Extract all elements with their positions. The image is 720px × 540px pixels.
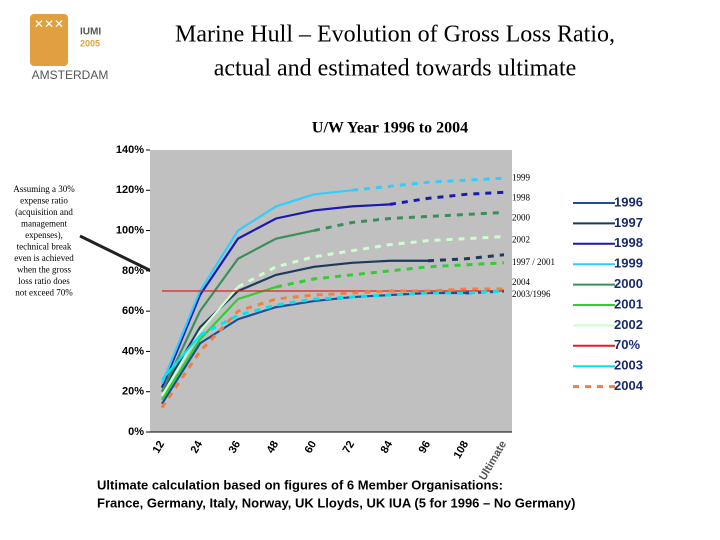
legend-label: 1996 (614, 194, 643, 209)
estimated-line (237, 235, 505, 289)
annotation-line: technical break (17, 242, 72, 252)
title-line: Marine Hull – Evolution of Gross Loss Ra… (175, 22, 615, 48)
legend-label: 2001 (614, 296, 643, 311)
annotation-line: expense ratio (20, 196, 68, 206)
estimated-line (351, 176, 505, 192)
logo-city: AMSTERDAM (32, 68, 109, 82)
annotation-line: not exceed 70% (15, 288, 73, 298)
logo-year: 2005 (80, 38, 100, 48)
footnote-line: France, Germany, Italy, Norway, UK Lloyd… (97, 495, 576, 510)
line-label: 1999 (512, 172, 531, 182)
logo-x: ✕✕✕ (34, 17, 64, 31)
x-tick-label: 36 (227, 439, 244, 456)
logo: ✕✕✕ IUMI 2005 AMSTERDAM (30, 14, 108, 82)
legend-label: 2004 (614, 378, 644, 393)
estimated-line (160, 287, 504, 409)
x-tick-label: 24 (189, 438, 206, 455)
estimated-line (275, 261, 505, 289)
actual-line (161, 286, 239, 397)
x-tick-label: 108 (452, 439, 472, 461)
logo-shield (30, 14, 68, 66)
y-tick-label: 140% (116, 144, 144, 156)
legend-label: 1997 (614, 215, 643, 230)
actual-line (161, 285, 277, 401)
annotation-line: when the gross (17, 265, 71, 275)
legend-label: 1999 (614, 256, 643, 271)
x-tick-label: 96 (417, 439, 434, 456)
actual-line (161, 229, 315, 393)
y-tick-label: 20% (122, 386, 144, 398)
annotation-line: even is achieved (14, 253, 74, 263)
x-tick-label: 48 (265, 439, 282, 456)
x-tick-label: Ultimate (477, 439, 509, 483)
line-label: 2002 (512, 235, 530, 245)
annotation: Assuming a 30% expense ratio(acquisition … (13, 184, 75, 298)
subtitle: U/W Year 1996 to 2004 (312, 120, 468, 137)
estimated-line (313, 210, 505, 233)
annotation-line: Assuming a 30% (13, 184, 75, 194)
logo-name: IUMI (80, 27, 101, 38)
actual-line (160, 189, 353, 385)
actual-line (160, 203, 391, 389)
y-tick-label: 60% (122, 305, 144, 317)
line-label: 2000 (512, 213, 531, 223)
x-tick-label: 12 (151, 439, 168, 456)
estimated-line (199, 289, 505, 337)
y-tick-label: 40% (122, 345, 144, 357)
y-tick-label: 0% (128, 426, 144, 438)
actual-line (161, 291, 466, 405)
title-line: actual and estimated towards ultimate (214, 56, 577, 82)
y-tick-label: 80% (122, 265, 144, 277)
x-tick-label: 60 (303, 439, 320, 456)
x-tick-label: 72 (341, 439, 358, 456)
annotation-line: loss ratio does (18, 276, 70, 286)
line-label: 1997 / 2001 (512, 257, 555, 267)
legend-label: 1998 (614, 235, 643, 250)
actual-line (161, 259, 428, 393)
annotation-line: (acquisition and (15, 207, 73, 217)
annotation-line: expenses), (25, 230, 63, 240)
y-tick-label: 100% (116, 224, 144, 236)
line-label: 2004 (512, 277, 531, 287)
legend-label: 2003 (614, 358, 643, 373)
estimated-line (427, 253, 505, 263)
footnote-line: Ultimate calculation based on figures of… (97, 477, 503, 492)
x-tick-label: 84 (379, 438, 396, 455)
legend-label: 70% (614, 337, 640, 352)
legend-label: 2002 (614, 317, 643, 332)
annotation-line: management (21, 219, 67, 229)
legend-label: 2000 (614, 276, 643, 291)
actual-line (161, 334, 201, 381)
line-label: 1998 (512, 192, 531, 202)
y-tick-label: 120% (116, 184, 144, 196)
line-label: 2003/1996 (512, 289, 551, 299)
